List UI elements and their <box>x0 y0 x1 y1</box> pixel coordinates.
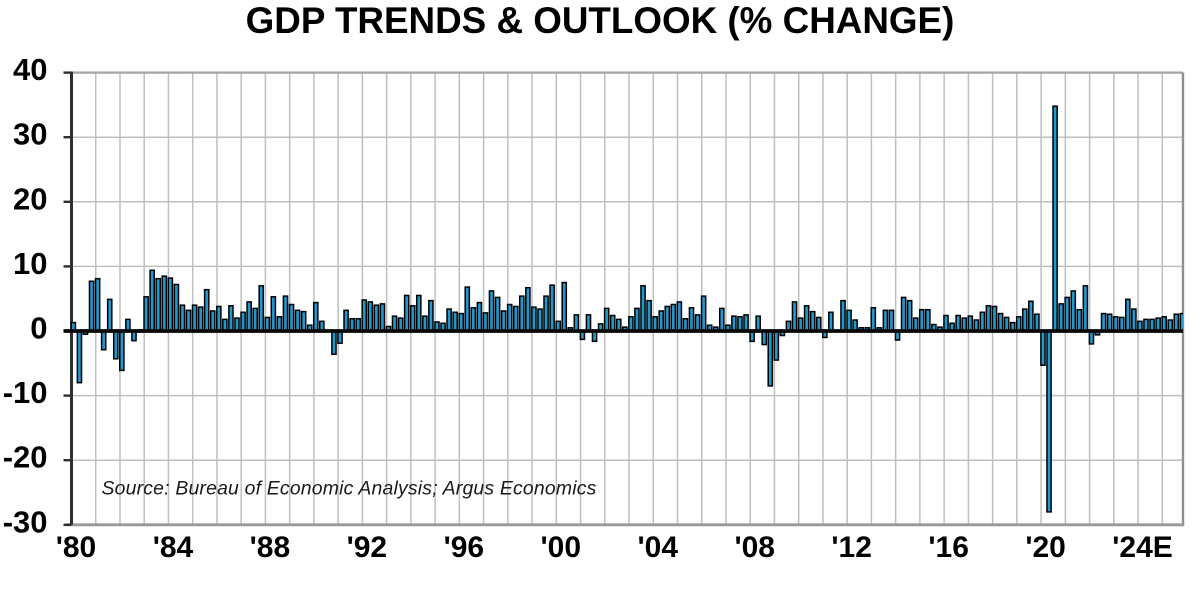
svg-text:'20: '20 <box>1025 531 1066 564</box>
svg-text:10: 10 <box>13 246 47 281</box>
svg-text:'24E: '24E <box>1112 531 1173 564</box>
svg-text:'16: '16 <box>928 531 969 564</box>
svg-text:0: 0 <box>30 311 47 346</box>
svg-text:'84: '84 <box>153 531 194 564</box>
svg-text:'12: '12 <box>831 531 872 564</box>
svg-text:'92: '92 <box>347 531 388 564</box>
svg-text:30: 30 <box>13 117 47 152</box>
svg-text:-20: -20 <box>3 440 48 475</box>
svg-text:'08: '08 <box>734 531 775 564</box>
svg-text:-10: -10 <box>3 375 48 410</box>
svg-text:'96: '96 <box>444 531 485 564</box>
svg-text:'04: '04 <box>638 531 679 564</box>
svg-text:'00: '00 <box>541 531 582 564</box>
svg-text:Source: Bureau of Economic Ana: Source: Bureau of Economic Analysis; Arg… <box>102 478 597 500</box>
svg-text:'80: '80 <box>56 531 97 564</box>
svg-text:'88: '88 <box>250 531 291 564</box>
svg-text:GDP TRENDS & OUTLOOK (% CHANGE: GDP TRENDS & OUTLOOK (% CHANGE) <box>246 0 955 41</box>
svg-text:20: 20 <box>13 181 47 216</box>
svg-text:-30: -30 <box>3 504 48 539</box>
svg-text:40: 40 <box>13 52 47 87</box>
